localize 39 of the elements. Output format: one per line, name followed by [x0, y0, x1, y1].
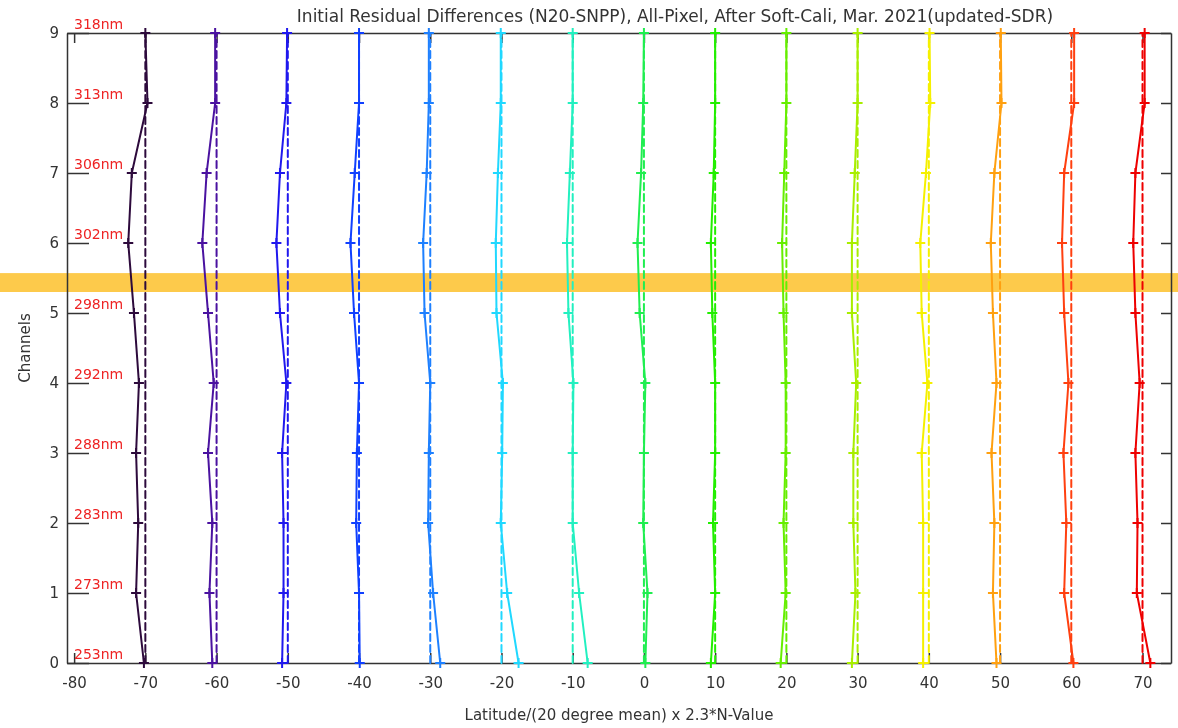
y-axis-title: Channels — [16, 313, 34, 383]
x-tick-label: -70 — [133, 673, 159, 692]
x-tick-label: 0 — [639, 673, 650, 692]
y-tick-label: 8 — [49, 94, 59, 113]
x-tick-label: 30 — [848, 673, 868, 692]
y-tick-label: 6 — [49, 234, 59, 253]
x-axis-title: Latitude/(20 degree mean) x 2.3*N-Value — [464, 706, 774, 724]
y-tick-label: 0 — [49, 654, 59, 673]
annotation: 288nm — [74, 436, 124, 452]
y-tick-label: 3 — [49, 444, 59, 463]
annotation: 306nm — [74, 156, 124, 172]
x-tick-label: 40 — [919, 673, 939, 692]
x-tick-label: -80 — [62, 673, 87, 692]
annotation: 283nm — [74, 506, 124, 522]
y-tick-label: 7 — [49, 164, 59, 183]
x-tick-label: -20 — [489, 673, 515, 692]
text: 318nm — [74, 16, 124, 32]
x-tick-label: 20 — [777, 673, 797, 692]
y-tick-label: 9 — [49, 24, 59, 43]
y-tick-label: 5 — [49, 304, 59, 323]
annotation: 292nm — [74, 366, 124, 382]
y-tick-label: 2 — [49, 514, 59, 533]
x-tick-label: -60 — [204, 673, 230, 692]
y-tick-label: 1 — [49, 584, 59, 603]
annotation: 302nm — [74, 226, 124, 242]
x-tick-label: -40 — [347, 673, 372, 692]
y-tick-label: 4 — [49, 374, 59, 393]
x-tick-label: -30 — [418, 673, 443, 692]
annotation: 273nm — [74, 576, 124, 592]
x-tick-label: 10 — [706, 673, 726, 692]
annotation: 313nm — [74, 86, 124, 102]
x-tick-label: -50 — [276, 673, 301, 692]
x-tick-label: -10 — [560, 673, 586, 692]
annotation: 298nm — [74, 296, 124, 312]
x-tick-label: 70 — [1133, 673, 1153, 692]
chart-title: Initial Residual Differences (N20-SNPP), All-Pixel, After Soft-Cali, Mar. 2021(updated-SDR) — [296, 6, 1054, 26]
x-tick-label: 50 — [991, 673, 1011, 692]
annotation: 253nm — [74, 646, 124, 662]
x-tick-label: 60 — [1062, 673, 1082, 692]
